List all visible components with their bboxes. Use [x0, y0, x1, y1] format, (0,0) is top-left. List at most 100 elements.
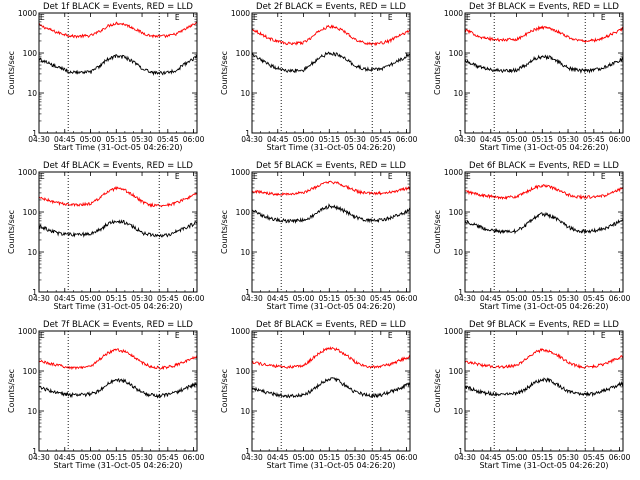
x-tick-label: 05:45 [157, 294, 179, 303]
series-line-events [251, 203, 411, 225]
x-tick-label: 05:15 [531, 453, 553, 462]
x-tick-label: 05:15 [318, 135, 340, 144]
x-tick-label: 06:00 [609, 453, 631, 462]
series-line-lld [38, 21, 198, 39]
series-line-events [38, 53, 198, 77]
x-tick-label: 05:30 [557, 135, 579, 144]
y-tick-label: 10 [27, 89, 37, 98]
x-tick-label: 04:30 [454, 453, 476, 462]
x-tick-label: 04:30 [454, 294, 476, 303]
x-tick-label: 05:30 [131, 453, 153, 462]
y-tick-label: 10 [27, 407, 37, 416]
plot-frame [464, 330, 624, 452]
x-tick-label: 04:45 [267, 294, 289, 303]
y-tick-label: 10 [27, 248, 37, 257]
y-tick-label: 10 [453, 248, 463, 257]
x-tick-label: 05:00 [506, 453, 528, 462]
series-line-lld [251, 346, 411, 370]
y-tick-label: 100 [449, 49, 464, 58]
y-axis-label: Counts/sec [220, 51, 229, 95]
marker-e-right: E [388, 331, 393, 340]
x-axis-label: Start Time (31-Oct-05 04:26:20) [266, 302, 395, 311]
chart-title: Det 1f BLACK = Events, RED = LLD [43, 2, 193, 12]
x-axis-label: Start Time (31-Oct-05 04:26:20) [479, 461, 608, 470]
x-tick-label: 04:45 [267, 453, 289, 462]
marker-e-left: E [253, 172, 258, 181]
x-tick-label: 05:45 [370, 135, 392, 144]
series-line-events [464, 377, 624, 398]
marker-e-left: E [466, 331, 471, 340]
y-tick-label: 10 [453, 89, 463, 98]
x-tick-label: 05:00 [293, 135, 315, 144]
marker-e-left: E [253, 13, 258, 22]
x-tick-label: 05:00 [293, 453, 315, 462]
y-tick-label: 1 [32, 447, 37, 456]
y-tick-label: 10 [240, 248, 250, 257]
y-tick-label: 10 [240, 89, 250, 98]
plot-frame [38, 330, 198, 452]
series-line-lld [38, 348, 198, 371]
series-line-events [251, 377, 411, 399]
y-axis-label: Counts/sec [433, 369, 442, 413]
x-tick-label: 06:00 [396, 135, 418, 144]
y-tick-label: 1 [458, 129, 463, 138]
y-tick-label: 1 [245, 288, 250, 297]
plot-frame [38, 12, 198, 134]
y-tick-label: 100 [449, 367, 464, 376]
marker-e-right: E [388, 172, 393, 181]
x-tick-label: 06:00 [396, 294, 418, 303]
y-axis-label: Counts/sec [7, 51, 16, 95]
x-axis-label: Start Time (31-Oct-05 04:26:20) [53, 143, 182, 152]
series-line-lld [464, 347, 624, 370]
y-tick-label: 100 [236, 367, 251, 376]
y-tick-label: 1 [458, 447, 463, 456]
series-line-events [464, 211, 624, 235]
y-tick-label: 1000 [444, 168, 463, 177]
x-tick-label: 04:30 [28, 453, 50, 462]
x-tick-label: 05:45 [157, 453, 179, 462]
plot-frame [251, 12, 411, 134]
series-line-events [464, 54, 624, 74]
series-line-lld [464, 25, 624, 44]
y-tick-label: 10 [453, 407, 463, 416]
x-tick-label: 04:45 [54, 453, 76, 462]
chart-title: Det 2f BLACK = Events, RED = LLD [256, 2, 406, 12]
x-axis-label: Start Time (31-Oct-05 04:26:20) [266, 461, 395, 470]
x-tick-label: 05:30 [557, 453, 579, 462]
x-tick-label: 06:00 [183, 135, 205, 144]
marker-e-right: E [601, 331, 606, 340]
x-tick-label: 05:30 [344, 135, 366, 144]
x-axis-label: Start Time (31-Oct-05 04:26:20) [266, 143, 395, 152]
x-tick-label: 05:30 [344, 453, 366, 462]
marker-e-left: E [253, 331, 258, 340]
series-line-events [251, 51, 411, 74]
y-tick-label: 10 [240, 407, 250, 416]
x-tick-label: 04:45 [54, 294, 76, 303]
y-tick-label: 1000 [231, 327, 250, 336]
y-axis-label: Counts/sec [220, 210, 229, 254]
x-tick-label: 05:00 [80, 135, 102, 144]
marker-e-left: E [40, 13, 45, 22]
marker-e-right: E [175, 331, 180, 340]
x-tick-label: 05:15 [318, 294, 340, 303]
y-tick-label: 1 [245, 129, 250, 138]
x-tick-label: 05:15 [105, 294, 127, 303]
x-axis-label: Start Time (31-Oct-05 04:26:20) [53, 302, 182, 311]
chart-title: Det 3f BLACK = Events, RED = LLD [469, 2, 619, 12]
marker-e-right: E [601, 13, 606, 22]
y-tick-label: 1 [245, 447, 250, 456]
x-tick-label: 04:45 [480, 294, 502, 303]
x-tick-label: 05:45 [157, 135, 179, 144]
x-tick-label: 04:30 [241, 294, 263, 303]
x-tick-label: 04:30 [241, 453, 263, 462]
x-tick-label: 04:30 [28, 294, 50, 303]
x-axis-label: Start Time (31-Oct-05 04:26:20) [479, 302, 608, 311]
plot-frame [251, 330, 411, 452]
series-line-events [38, 219, 198, 238]
x-tick-label: 05:45 [370, 294, 392, 303]
